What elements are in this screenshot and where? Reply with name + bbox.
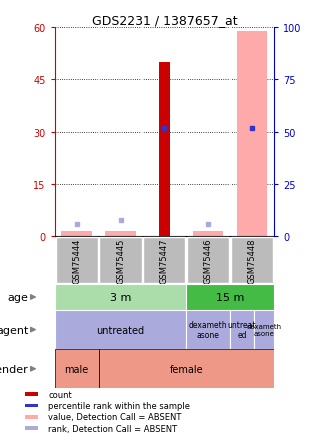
Bar <box>55 310 186 349</box>
Bar <box>230 310 254 349</box>
Bar <box>254 310 274 349</box>
Bar <box>99 349 274 388</box>
Bar <box>24 404 38 408</box>
Text: untreated: untreated <box>96 325 145 335</box>
Bar <box>187 237 229 283</box>
Bar <box>231 237 273 283</box>
Text: gender: gender <box>0 364 28 374</box>
Text: GSM75444: GSM75444 <box>72 238 81 283</box>
Text: GSM75447: GSM75447 <box>160 238 169 283</box>
Text: GSM75445: GSM75445 <box>116 238 125 283</box>
Text: female: female <box>169 364 203 374</box>
Text: dexameth
asone: dexameth asone <box>189 320 228 339</box>
Bar <box>186 284 274 310</box>
Bar <box>186 310 230 349</box>
Title: GDS2231 / 1387657_at: GDS2231 / 1387657_at <box>91 14 237 27</box>
Text: rank, Detection Call = ABSENT: rank, Detection Call = ABSENT <box>48 424 177 433</box>
Bar <box>143 237 185 283</box>
Bar <box>105 231 136 237</box>
Bar <box>24 415 38 419</box>
Text: male: male <box>64 364 89 374</box>
Bar <box>55 349 99 388</box>
Text: agent: agent <box>0 325 28 335</box>
Bar <box>61 231 92 237</box>
Text: age: age <box>8 293 28 302</box>
Text: value, Detection Call = ABSENT: value, Detection Call = ABSENT <box>48 412 182 421</box>
Text: count: count <box>48 390 72 398</box>
Bar <box>193 231 223 237</box>
Text: 15 m: 15 m <box>216 293 244 302</box>
Bar <box>24 427 38 430</box>
Bar <box>159 63 170 237</box>
Bar <box>100 237 141 283</box>
Bar <box>55 284 186 310</box>
Bar <box>237 32 267 237</box>
Text: untreat
ed: untreat ed <box>228 320 256 339</box>
Bar <box>24 392 38 396</box>
Text: percentile rank within the sample: percentile rank within the sample <box>48 401 190 410</box>
Text: GSM75448: GSM75448 <box>248 238 256 283</box>
Text: dexameth
asone: dexameth asone <box>246 323 281 336</box>
Bar <box>56 237 98 283</box>
Text: 3 m: 3 m <box>110 293 131 302</box>
Text: GSM75446: GSM75446 <box>204 238 213 283</box>
